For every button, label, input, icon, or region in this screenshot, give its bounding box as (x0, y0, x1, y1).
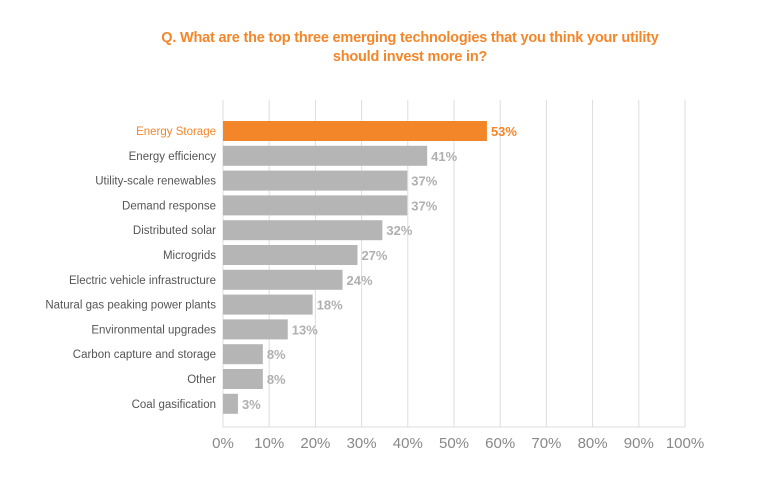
x-tick-label: 60% (485, 435, 515, 452)
data-label: 37% (411, 198, 437, 213)
bar (223, 170, 408, 191)
x-tick-label: 20% (300, 435, 330, 452)
data-label: 27% (361, 248, 387, 263)
bar (223, 245, 358, 265)
data-label: 8% (267, 347, 286, 362)
bar (223, 121, 487, 141)
x-tick-label: 40% (393, 435, 423, 452)
category-label: Energy Storage (136, 126, 216, 138)
bar (223, 369, 263, 389)
bar (223, 393, 238, 414)
bar (223, 294, 313, 315)
bar (223, 269, 343, 290)
data-label: 32% (386, 223, 412, 238)
data-label: 41% (431, 149, 457, 164)
bar (223, 145, 428, 166)
category-label: Distributed solar (133, 225, 216, 237)
category-label: Microgrids (163, 250, 216, 262)
x-tick-label: 0% (212, 435, 234, 452)
x-tick-label: 90% (624, 435, 654, 452)
category-label: Electric vehicle infrastructure (69, 275, 216, 287)
x-tick-label: 80% (578, 435, 608, 452)
bar (223, 195, 408, 216)
category-label: Other (187, 374, 216, 386)
chart-title-line-1: Q. What are the top three emerging techn… (161, 30, 659, 46)
bar (223, 319, 288, 340)
data-label: 18% (317, 298, 343, 313)
data-label: 8% (267, 372, 286, 387)
data-label: 24% (347, 273, 373, 288)
category-label: Demand response (122, 200, 216, 212)
x-tick-label: 70% (531, 435, 561, 452)
category-label: Carbon capture and storage (73, 349, 216, 361)
category-label: Natural gas peaking power plants (45, 300, 216, 312)
bar (223, 220, 383, 241)
data-label: 3% (242, 397, 261, 412)
chart-title-line-2: should invest more in? (332, 49, 488, 65)
x-tick-label: 50% (439, 435, 469, 452)
x-tick-label: 100% (666, 435, 704, 452)
data-label: 13% (292, 322, 318, 337)
category-label: Energy efficiency (129, 151, 217, 163)
bar (223, 344, 263, 365)
data-label: 53% (491, 124, 517, 139)
category-label: Utility-scale renewables (95, 176, 216, 188)
x-tick-label: 30% (347, 435, 377, 452)
x-tick-label: 10% (254, 435, 284, 452)
category-label: Environmental upgrades (91, 324, 216, 336)
category-label: Coal gasification (132, 399, 216, 411)
chart-title: Q. What are the top three emerging techn… (0, 29, 770, 67)
data-label: 37% (411, 174, 437, 189)
